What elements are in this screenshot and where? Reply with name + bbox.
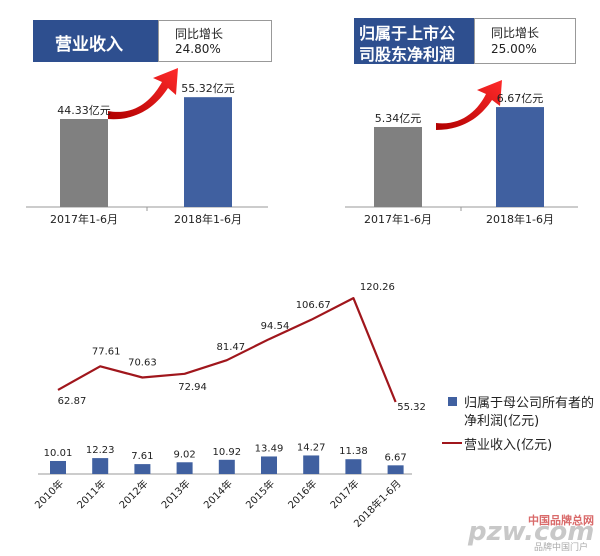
legend-bar-label-line2: 净利润(亿元) <box>464 414 540 429</box>
history-net-profit-value-label: 9.02 <box>173 449 195 460</box>
revenue-growth-label: 同比增长 <box>175 27 224 41</box>
net-profit-bar-value-label: 6.67亿元 <box>497 92 544 105</box>
net-profit-bar-value-label: 5.34亿元 <box>375 112 422 125</box>
revenue-growth-arrow-icon <box>108 68 178 120</box>
net-profit-growth-value: 25.00% <box>491 42 537 56</box>
revenue-bar-value-label: 55.32亿元 <box>181 82 235 95</box>
history-net-profit-value-label: 7.61 <box>131 451 153 462</box>
history-net-profit-bar <box>218 459 235 474</box>
revenue-category-label: 2017年1-6月 <box>50 212 118 226</box>
watermark-cn-name: 中国品牌总网 <box>528 514 594 527</box>
history-net-profit-bar <box>261 456 277 474</box>
history-net-profit-value-label: 6.67 <box>384 452 406 463</box>
history-revenue-value-label: 120.26 <box>360 282 395 293</box>
history-net-profit-value-label: 12.23 <box>86 445 115 456</box>
history-revenue-value-label: 77.61 <box>92 346 121 357</box>
history-net-profit-bar <box>50 460 66 474</box>
history-category-label: 2012年 <box>116 477 150 511</box>
legend-bar-label-line1: 归属于母公司所有者的 <box>464 396 595 411</box>
history-revenue-line <box>57 297 397 403</box>
net-profit-growth-label: 同比增长 <box>491 26 540 40</box>
history-category-label: 2014年 <box>201 477 235 511</box>
history-revenue-value-label: 106.67 <box>296 300 331 311</box>
history-category-label: 2013年 <box>158 477 192 511</box>
revenue-bar <box>184 97 232 207</box>
history-revenue-value-label: 70.63 <box>128 358 157 369</box>
watermark-logo-text: pzw.com <box>468 517 595 547</box>
history-revenue-value-label: 94.54 <box>261 321 290 332</box>
legend-bar-swatch <box>448 397 457 406</box>
net-profit-category-label: 2018年1-6月 <box>486 212 554 226</box>
net-profit-bar <box>374 127 422 207</box>
history-net-profit-value-label: 10.92 <box>212 447 241 458</box>
history-net-profit-value-label: 13.49 <box>255 443 284 454</box>
history-net-profit-value-label: 14.27 <box>297 442 326 453</box>
net-profit-growth-arrow-icon <box>436 80 502 130</box>
watermark-slogan: 品牌中国门户 <box>534 543 589 553</box>
history-net-profit-value-label: 10.01 <box>44 448 73 459</box>
history-net-profit-bar <box>345 459 362 474</box>
history-net-profit-bar <box>303 455 320 474</box>
history-category-label: 2010年 <box>32 477 66 511</box>
net-profit-bar <box>496 107 544 207</box>
revenue-growth-value: 24.80% <box>175 42 221 56</box>
history-revenue-value-label: 72.94 <box>178 382 207 393</box>
history-net-profit-bar <box>134 464 151 474</box>
legend-line-label: 营业收入(亿元) <box>464 438 553 453</box>
history-category-label: 2011年 <box>74 477 108 511</box>
revenue-title-box: 营业收入 <box>33 20 158 62</box>
net-profit-growth-box: 同比增长 25.00% <box>474 18 576 64</box>
watermark-logo: pzw.com <box>468 517 594 547</box>
legend-line-swatch <box>442 442 462 444</box>
revenue-category-label: 2018年1-6月 <box>174 212 242 226</box>
revenue-bar-value-label: 44.33亿元 <box>57 104 111 117</box>
history-revenue-value-label: 55.32 <box>397 402 426 413</box>
net-profit-category-label: 2017年1-6月 <box>364 212 432 226</box>
history-net-profit-bar <box>92 458 109 474</box>
net-profit-title-box: 归属于上市公 司股东净利润 <box>354 18 474 64</box>
history-net-profit-bar <box>176 462 193 474</box>
history-category-label: 2017年 <box>327 477 361 511</box>
net-profit-title-line2: 司股东净利润 <box>359 45 456 64</box>
net-profit-title-line1: 归属于上市公 <box>359 24 456 43</box>
history-category-label: 2015年 <box>243 477 277 511</box>
history-category-label: 2016年 <box>285 477 319 511</box>
revenue-title: 营业收入 <box>55 35 123 55</box>
history-revenue-value-label: 81.47 <box>216 342 245 353</box>
history-revenue-value-label: 62.87 <box>58 396 87 407</box>
revenue-growth-box: 同比增长 24.80% <box>158 20 272 62</box>
history-net-profit-bar <box>387 465 404 474</box>
history-net-profit-value-label: 11.38 <box>339 446 368 457</box>
revenue-bar <box>60 119 108 207</box>
